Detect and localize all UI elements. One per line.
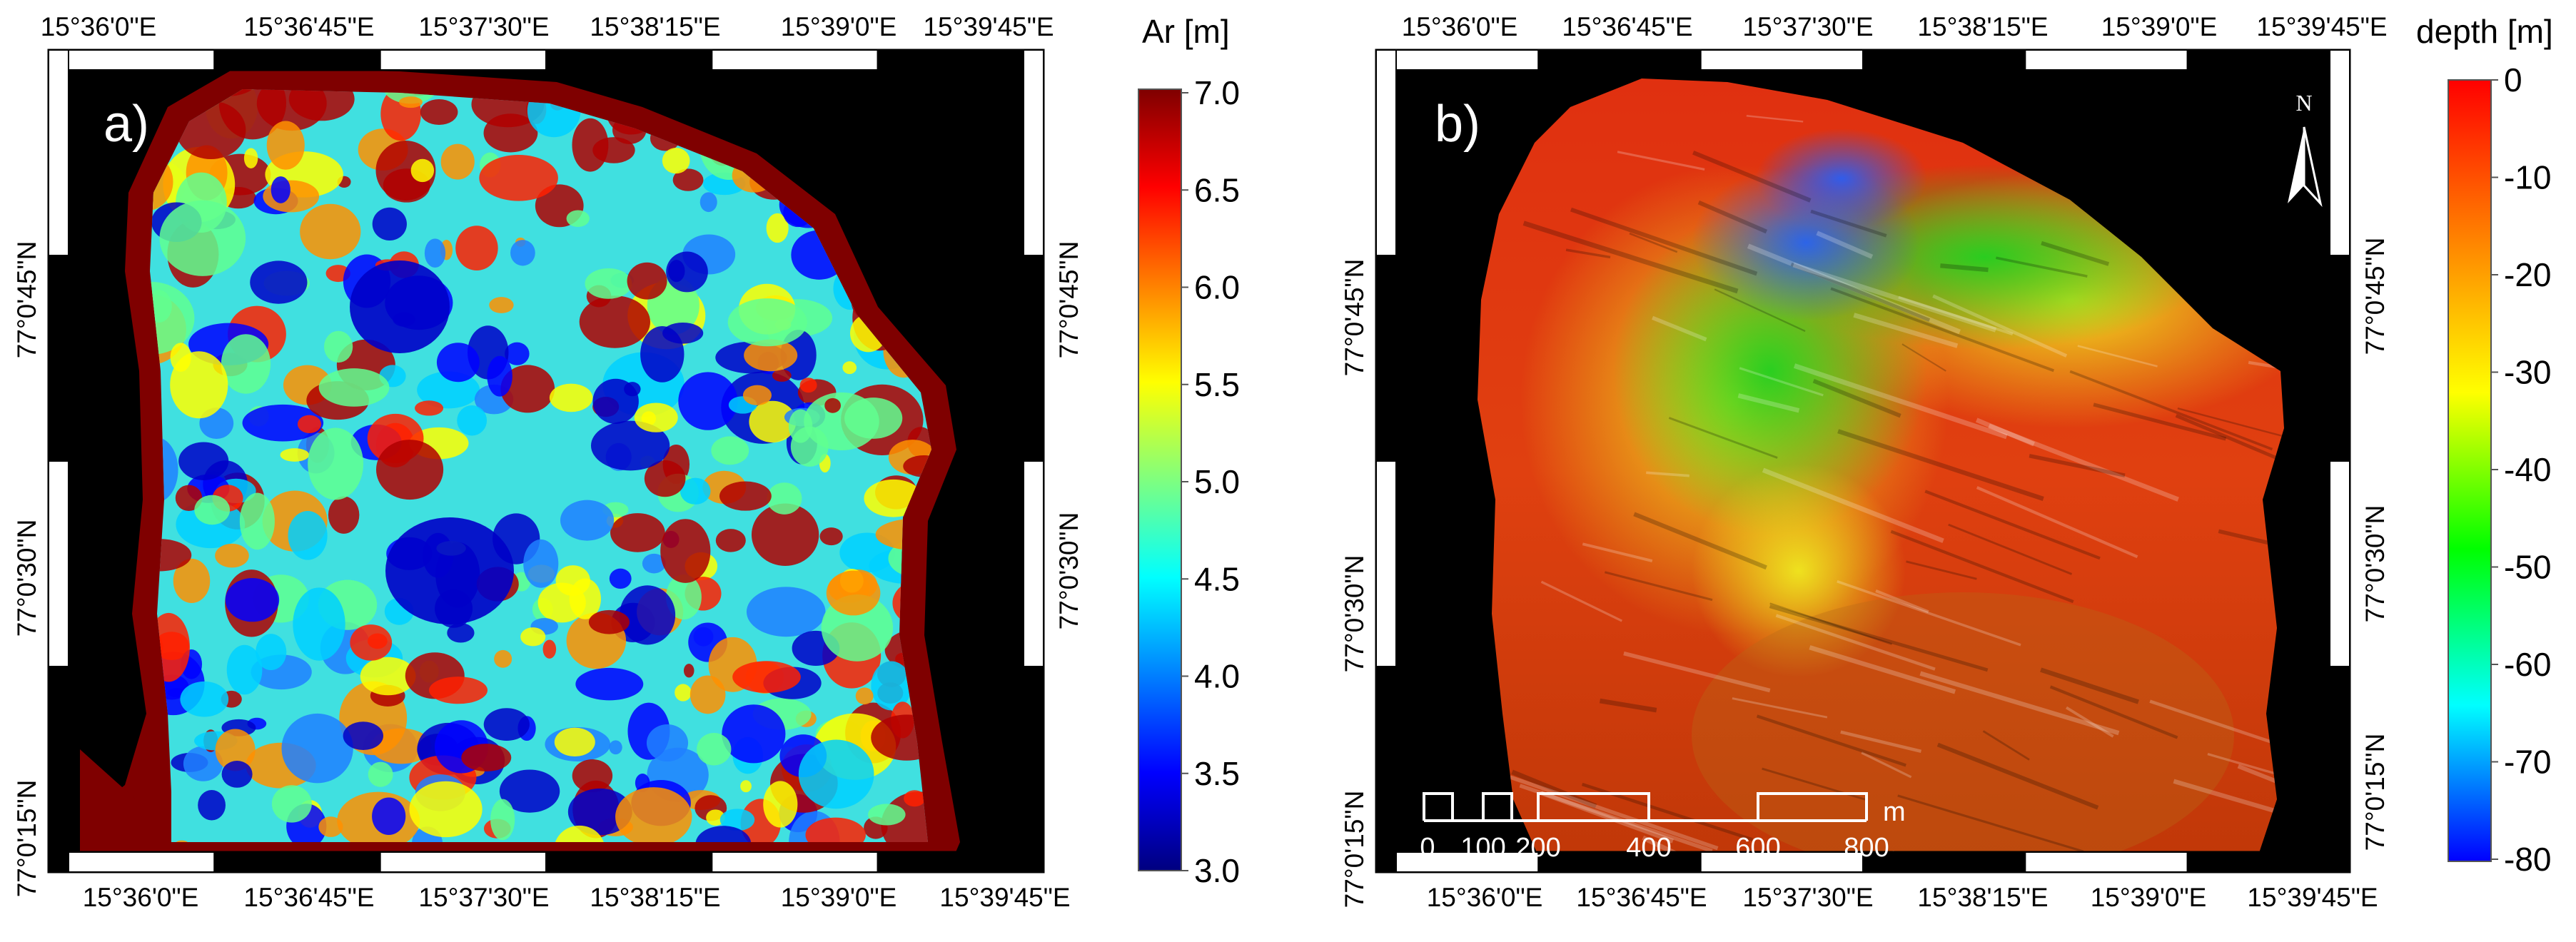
panel-a-right-tick-0: 77°0'45"N	[1054, 241, 1084, 359]
colorbar-a-tick-5: 4.5	[1194, 560, 1240, 597]
colorbar-b-tick-1: -10	[2504, 159, 2551, 196]
panel-b-top-tick-4: 15°39'0"E	[2101, 12, 2218, 41]
north-arrow-icon: N	[2288, 90, 2323, 208]
panel-b-top-tick-3: 15°38'15"E	[1917, 12, 2048, 41]
panel-a-top-tick-2: 15°37'30"E	[418, 12, 549, 41]
panel-a	[57, 57, 1035, 867]
panel-a-coast-spit	[80, 749, 164, 864]
scale-bar: 0 100 200 400 600 800 m	[1420, 792, 1906, 863]
colorbar-a-ramp	[1138, 88, 1182, 871]
colorbar-b-tick-8: -80	[2504, 841, 2551, 878]
panel-a-left-tick-2: 77°0'15"N	[12, 780, 41, 898]
scale-label-800: 800	[1844, 833, 1889, 863]
scale-unit: m	[1883, 797, 1906, 827]
panel-b-frame	[1375, 49, 2351, 873]
scale-label-600: 600	[1735, 833, 1780, 863]
panel-b-right-tick-0: 77°0'45"N	[2360, 238, 2390, 355]
colorbar-b-title: depth [m]	[2416, 13, 2553, 50]
panel-a-label: a)	[103, 96, 149, 153]
panel-a-top-tick-3: 15°38'15"E	[590, 12, 720, 41]
panel-b-left-tick-1: 77°0'30"N	[1340, 555, 1369, 673]
panel-b-left-tick-2: 77°0'15"N	[1340, 791, 1369, 908]
colorbar-a-tick-7: 3.5	[1194, 755, 1240, 792]
panel-a-left-tick-1: 77°0'30"N	[12, 520, 41, 637]
panel-a-bottom-tick-4: 15°39'0"E	[781, 883, 897, 912]
panel-b-bottom-tick-1: 15°36'45"E	[1576, 883, 1707, 912]
panel-b-right-tick-2: 77°0'15"N	[2360, 734, 2390, 851]
panel-a-bottom-tick-3: 15°38'15"E	[590, 883, 720, 912]
panel-a-bottom-tick-0: 15°36'0"E	[83, 883, 199, 912]
panel-b-bottom-tick-5: 15°39'45"E	[2247, 883, 2378, 912]
colorbar-a-tick-4: 5.0	[1194, 463, 1240, 500]
panel-b-relief-ridges	[1500, 86, 2284, 864]
colorbar-a-tick-1: 6.5	[1194, 171, 1240, 208]
panel-a-top-tick-5: 15°39'45"E	[923, 12, 1054, 41]
panel-a-top-tick-0: 15°36'0"E	[41, 12, 157, 41]
colorbar-a-tick-8: 3.0	[1194, 852, 1240, 889]
panel-b-bottom-tick-2: 15°37'30"E	[1742, 883, 1873, 912]
panel-a-left-tick-0: 77°0'45"N	[12, 241, 41, 359]
colorbar-b-ramp	[2448, 79, 2492, 862]
panel-a-top-tick-4: 15°39'0"E	[781, 12, 897, 41]
colorbar-a-tick-6: 4.0	[1194, 658, 1240, 695]
colorbar-b-tick-6: -60	[2504, 646, 2551, 683]
panel-b-top-tick-2: 15°37'30"E	[1742, 12, 1873, 41]
panel-b	[1385, 57, 2341, 864]
colorbar-b-tick-2: -20	[2504, 256, 2551, 293]
panel-a-bottom-tick-1: 15°36'45"E	[243, 883, 374, 912]
panel-a-right-tick-1: 77°0'30"N	[1054, 512, 1084, 630]
panel-b-top-tick-0: 15°36'0"E	[1402, 12, 1518, 41]
colorbar-a-tick-2: 6.0	[1194, 269, 1240, 306]
colorbar-b-tick-3: -30	[2504, 354, 2551, 391]
panel-b-top-tick-1: 15°36'45"E	[1562, 12, 1692, 41]
panel-b-bottom-tick-0: 15°36'0"E	[1427, 883, 1543, 912]
panel-b-bottom-tick-3: 15°38'15"E	[1917, 883, 2048, 912]
colorbar-b-tick-5: -50	[2504, 549, 2551, 586]
scale-label-400: 400	[1626, 833, 1671, 863]
panel-b-right-tick-1: 77°0'30"N	[2360, 505, 2390, 623]
colorbar-a: Ar [m] 7.0 6.5 6.0 5.5 5.0 4.5 4.0 3.5 3.0	[1138, 13, 1240, 889]
panel-a-bottom-tick-5: 15°39'45"E	[939, 883, 1070, 912]
panel-a-bottom-tick-2: 15°37'30"E	[418, 883, 549, 912]
panel-b-top-tick-5: 15°39'45"E	[2256, 12, 2387, 41]
colorbar-a-tick-3: 5.5	[1194, 366, 1240, 403]
colorbar-b-tick-7: -70	[2504, 744, 2551, 781]
colorbar-b-tick-4: -40	[2504, 451, 2551, 488]
north-arrow-letter: N	[2295, 90, 2312, 116]
panel-a-frame	[47, 49, 1045, 873]
colorbar-a-title: Ar [m]	[1142, 13, 1230, 50]
scale-label-0: 0	[1420, 833, 1435, 863]
panel-a-top-tick-1: 15°36'45"E	[243, 12, 374, 41]
scale-label-100: 100	[1460, 833, 1505, 863]
panel-b-label: b)	[1435, 96, 1480, 153]
panel-b-left-tick-0: 77°0'45"N	[1340, 259, 1369, 377]
panel-b-bottom-tick-4: 15°39'0"E	[2091, 883, 2207, 912]
colorbar-b-tick-0: 0	[2504, 61, 2522, 98]
colorbar-b: depth [m] 0 -10 -20 -30 -40 -50 -60 -70 -80	[2416, 13, 2553, 878]
colorbar-a-tick-0: 7.0	[1194, 74, 1240, 111]
scale-label-200: 200	[1515, 833, 1560, 863]
